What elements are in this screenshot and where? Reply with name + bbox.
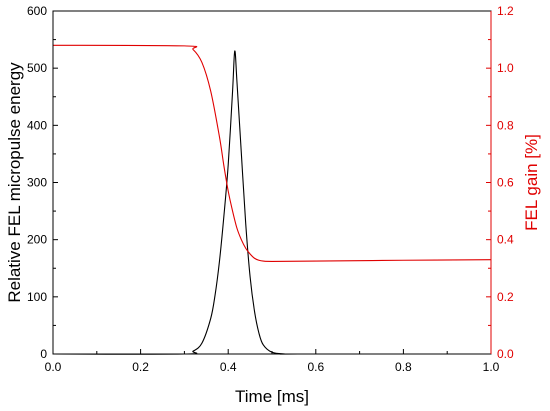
y-left-tick-label: 0: [40, 347, 47, 361]
ticks-layer: 0.0 0.2 0.4 0.6 0.8 1.0 0 100 200 300 400 500 600 0.0…: [27, 4, 514, 374]
x-tick-label: 0.0: [45, 360, 62, 374]
energy-curve: [52, 50, 491, 355]
y-left-tick-label: 500: [27, 61, 47, 75]
y-left-tick-label: 100: [27, 290, 47, 304]
y-right-tick-label: 0.4: [497, 233, 514, 247]
x-axis-title: Time [ms]: [235, 387, 309, 406]
y-right-tick-label: 0.2: [497, 290, 514, 304]
x-tick-label: 0.2: [132, 360, 149, 374]
y-right-tick-label: 1.2: [497, 4, 514, 18]
plot-frame: [52, 10, 492, 355]
y-left-tick-label: 600: [27, 4, 47, 18]
series-layer: [52, 44, 492, 355]
y-left-tick-label: 300: [27, 176, 47, 190]
y-right-axis-title: FEL gain [%]: [522, 134, 541, 231]
x-tick-label: 0.6: [307, 360, 324, 374]
y-left-tick-label: 200: [27, 233, 47, 247]
y-right-tick-label: 0.8: [497, 118, 514, 132]
x-tick-label: 0.8: [395, 360, 412, 374]
gain-curve: [52, 44, 492, 262]
x-tick-label: 0.4: [220, 360, 237, 374]
y-right-tick-label: 1.0: [497, 61, 514, 75]
y-right-tick-label: 0.6: [497, 176, 514, 190]
y-left-axis-title: Relative FEL micropulse energy: [5, 62, 24, 303]
y-right-tick-label: 0.0: [497, 347, 514, 361]
x-tick-label: 1.0: [483, 360, 500, 374]
y-left-tick-label: 400: [27, 118, 47, 132]
